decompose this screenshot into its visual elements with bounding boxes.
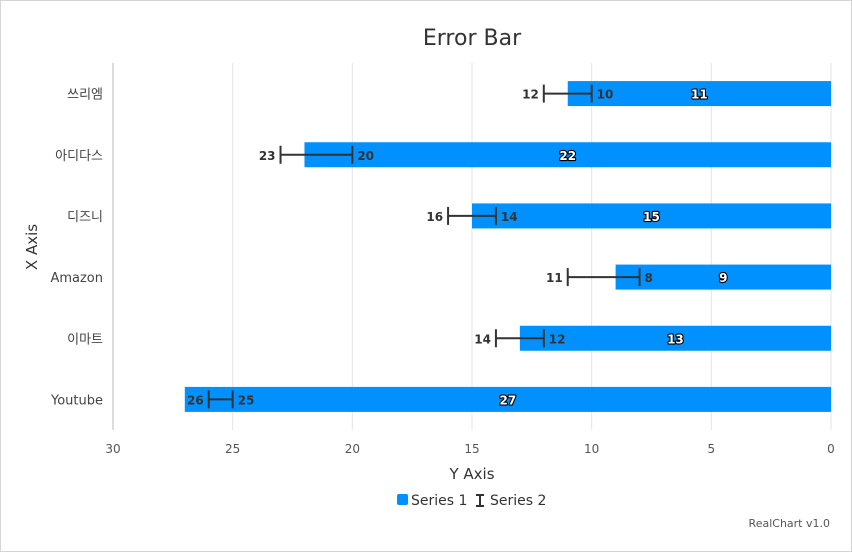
value-tick-label: 10 — [584, 442, 599, 456]
value-tick-label: 15 — [464, 442, 479, 456]
value-tick-label: 5 — [708, 442, 716, 456]
errorbar-low-label: 14 — [501, 210, 518, 224]
category-label: 디즈니 — [67, 210, 103, 225]
errorbar-low-label: 10 — [597, 88, 614, 102]
errorbar-low-label: 8 — [645, 271, 653, 285]
errorbar-high-label: 26 — [187, 393, 204, 407]
category-label: Amazon — [50, 271, 103, 286]
bar — [472, 203, 831, 229]
category-label: 이마트 — [67, 332, 103, 347]
bar-value-label: 27 — [500, 393, 517, 407]
errorbar-high-label: 23 — [259, 149, 276, 163]
y-axis-title: Y Axis — [448, 465, 494, 483]
bar-value-label: 15 — [643, 210, 660, 224]
legend-label-series-1: Series 1 — [411, 493, 467, 509]
category-label: 쓰리엠 — [67, 88, 103, 103]
value-tick-label: 30 — [105, 442, 120, 456]
category-label: 아디다스 — [55, 149, 103, 164]
value-tick-label: 0 — [827, 442, 835, 456]
x-axis-title: X Axis — [23, 224, 41, 270]
gridlines — [232, 63, 832, 430]
series-1-bars: 11 22 15 9 13 27 — [184, 81, 832, 412]
category-label: Youtube — [50, 393, 103, 408]
bar-value-label: 22 — [559, 149, 576, 163]
legend-marker-series-1 — [397, 494, 408, 505]
errorbar-high-label: 16 — [426, 210, 443, 224]
bar — [519, 325, 831, 351]
bar-value-label: 9 — [719, 271, 727, 285]
credit-label: RealChart v1.0 — [748, 517, 830, 530]
value-tick-label: 25 — [225, 442, 240, 456]
bar — [567, 81, 831, 107]
value-tick-label: 20 — [345, 442, 360, 456]
value-tick-labels: 30 25 20 15 10 5 0 — [105, 442, 834, 456]
bar — [184, 386, 832, 412]
errorbar-high-label: 14 — [474, 332, 491, 346]
bar — [615, 264, 831, 290]
bar — [304, 142, 831, 168]
legend: Series 1 Series 2 — [397, 493, 546, 509]
errorbar-low-label: 20 — [357, 149, 374, 163]
errorbar-low-label: 25 — [238, 393, 255, 407]
series-2-errorbars: 10 12 20 23 14 16 8 11 12 14 25 26 — [187, 84, 653, 409]
legend-label-series-2: Series 2 — [490, 493, 546, 509]
bar-value-label: 11 — [691, 88, 708, 102]
bar-value-label: 13 — [667, 332, 684, 346]
legend-marker-series-2 — [476, 494, 484, 507]
errorbar-high-label: 12 — [522, 88, 539, 102]
chart-title: Error Bar — [423, 26, 522, 51]
errorbar-low-label: 12 — [549, 332, 566, 346]
errorbar-high-label: 11 — [546, 271, 563, 285]
